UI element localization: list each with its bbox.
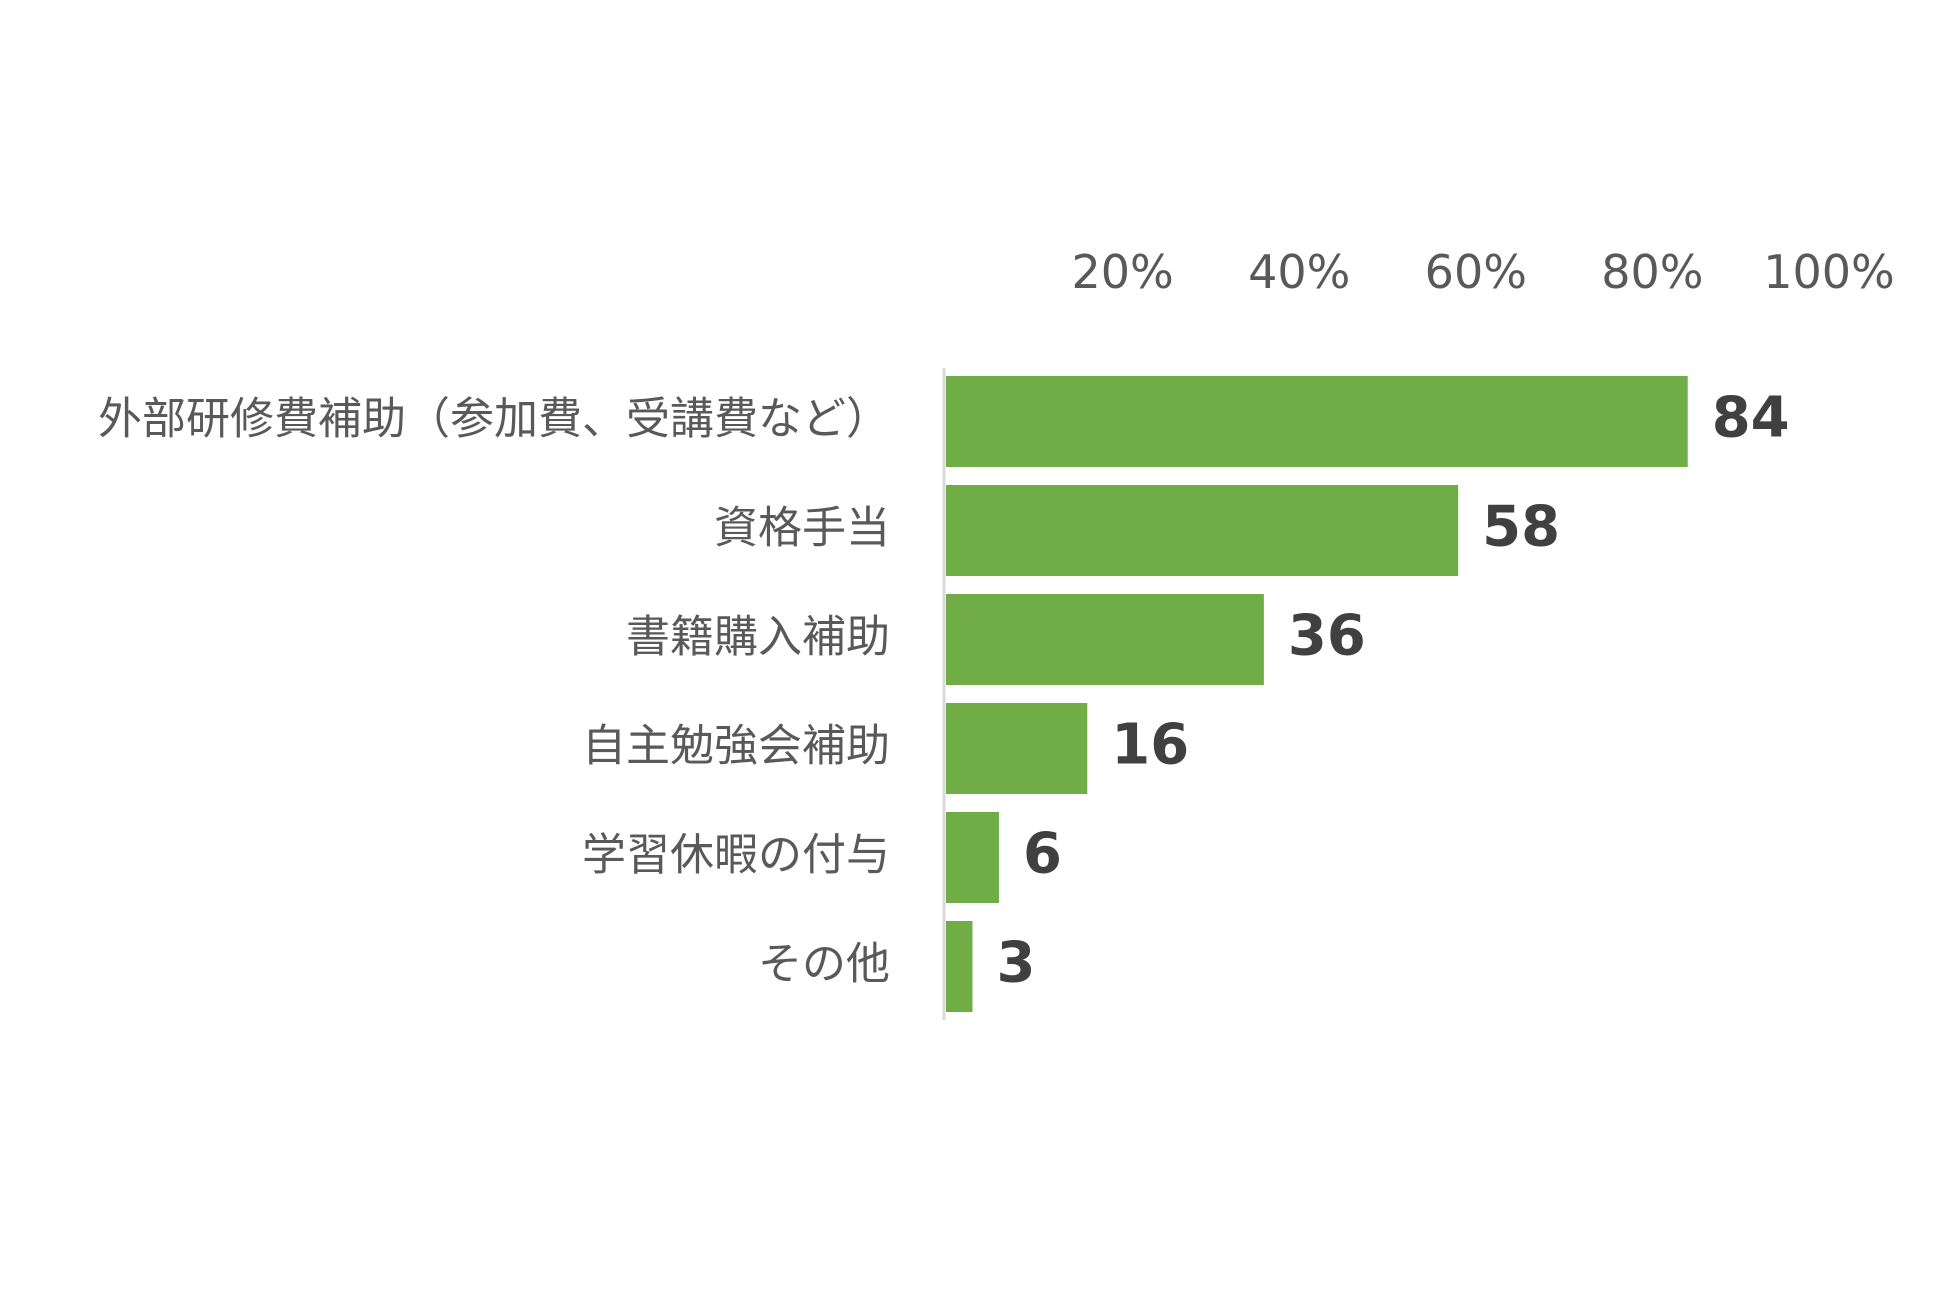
bar: [946, 485, 1459, 576]
category-label: 外部研修費補助（参加費、受講費など）: [98, 394, 890, 445]
category-label: 自主勉強会補助: [582, 721, 890, 772]
x-tick-label: 20%: [1071, 245, 1173, 299]
x-tick-label: 100%: [1763, 245, 1895, 299]
bar: [946, 594, 1264, 685]
bar: [946, 376, 1688, 467]
data-label: 58: [1482, 495, 1560, 560]
x-tick-label: 60%: [1425, 245, 1527, 299]
category-label: 学習休暇の付与: [582, 830, 890, 881]
data-labels: 84 58 36 16 6 3: [996, 386, 1789, 996]
x-axis-ticks: 20% 40% 60% 80% 100%: [1071, 245, 1894, 299]
data-label: 16: [1111, 713, 1189, 778]
x-tick-label: 40%: [1248, 245, 1350, 299]
data-label: 3: [996, 931, 1035, 996]
bars: [946, 376, 1688, 1012]
data-label: 36: [1288, 604, 1366, 669]
category-label: 書籍購入補助: [626, 612, 890, 663]
bar: [946, 921, 973, 1012]
bar: [946, 703, 1088, 794]
category-axis-labels: 外部研修費補助（参加費、受講費など） 資格手当書籍購入補助自主勉強会補助学習休暇の…: [98, 394, 890, 990]
category-label: 資格手当: [714, 503, 890, 554]
x-tick-label: 80%: [1601, 245, 1703, 299]
bar: [946, 812, 999, 903]
category-label: その他: [758, 939, 890, 990]
data-label: 84: [1712, 386, 1790, 451]
data-label: 6: [1023, 822, 1062, 887]
